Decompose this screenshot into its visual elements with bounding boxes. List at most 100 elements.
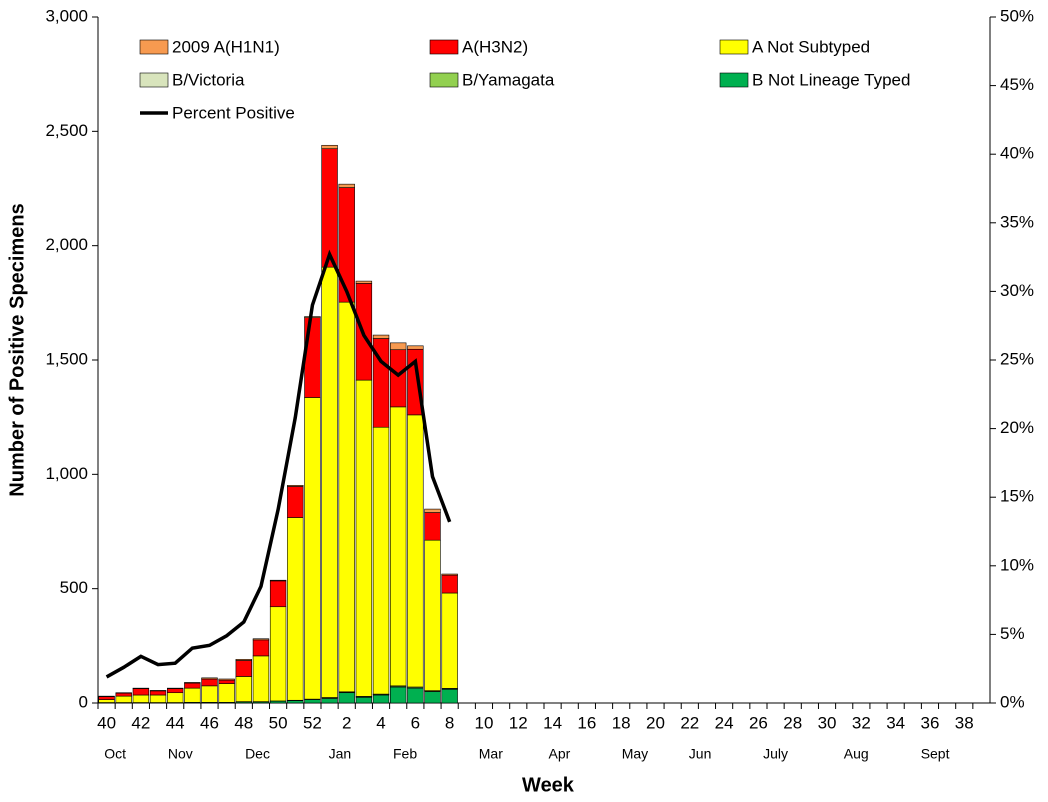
x-tick-label: 8 — [445, 713, 454, 732]
bar-segment — [322, 698, 338, 703]
x-tick-label: 30 — [818, 713, 837, 732]
legend-label: B Not Lineage Typed — [752, 70, 910, 89]
x-tick-label: 20 — [646, 713, 665, 732]
bar-segment — [407, 415, 423, 687]
month-label: Mar — [479, 746, 503, 762]
bar-segment — [339, 184, 355, 187]
y2-tick-label: 20% — [1000, 418, 1034, 437]
bar-segment — [236, 676, 252, 701]
bar-segment — [167, 693, 183, 703]
bar-segment — [305, 700, 321, 703]
x-tick-label: 46 — [200, 713, 219, 732]
legend-label: A Not Subtyped — [752, 37, 870, 56]
month-label: Apr — [549, 746, 571, 762]
bar-segment — [425, 540, 441, 690]
bar-segment — [425, 692, 441, 703]
y2-tick-label: 0% — [1000, 692, 1025, 711]
y2-tick-label: 40% — [1000, 144, 1034, 163]
bar-segment — [442, 575, 458, 593]
y-tick-label: 0 — [79, 692, 88, 711]
bar-segment — [390, 407, 406, 686]
month-label: July — [763, 746, 788, 762]
x-tick-label: 16 — [577, 713, 596, 732]
month-label: May — [622, 746, 648, 762]
bar-segment — [287, 701, 303, 703]
bar-segment — [305, 318, 321, 398]
bar-segment — [253, 656, 269, 702]
x-tick-label: 42 — [131, 713, 150, 732]
bar-segment — [270, 580, 286, 581]
bar-segment — [287, 486, 303, 517]
month-label: Oct — [104, 746, 126, 762]
bar-segment — [442, 593, 458, 688]
bar-segment — [253, 640, 269, 656]
y2-tick-label: 35% — [1000, 212, 1034, 231]
x-tick-label: 4 — [376, 713, 385, 732]
bar-segment — [390, 350, 406, 407]
bar-segment — [373, 695, 389, 703]
y-tick-label: 2,000 — [45, 235, 88, 254]
bar-segment — [339, 693, 355, 703]
bar-segment — [442, 574, 458, 575]
bar-segment — [236, 659, 252, 660]
y-tick-label: 3,000 — [45, 6, 88, 25]
bar-segment — [356, 697, 372, 703]
bar-segment — [322, 149, 338, 267]
bar-segment — [322, 145, 338, 148]
bar-segment — [270, 607, 286, 701]
y2-tick-label: 30% — [1000, 281, 1034, 300]
bar-segment — [390, 687, 406, 703]
x-tick-label: 28 — [783, 713, 802, 732]
y-tick-label: 1,000 — [45, 464, 88, 483]
bar-segment — [184, 688, 200, 702]
x-tick-label: 18 — [612, 713, 631, 732]
y2-tick-label: 10% — [1000, 555, 1034, 574]
bar-segment — [167, 689, 183, 693]
bar-segment — [373, 335, 389, 338]
bar-segment — [99, 697, 115, 700]
y2-tick-label: 25% — [1000, 349, 1034, 368]
bar-segment — [305, 398, 321, 700]
legend-swatch — [140, 40, 168, 54]
bar-segment — [116, 693, 132, 696]
month-label: Nov — [168, 746, 193, 762]
legend-label: B/Yamagata — [462, 70, 555, 89]
legend-label: 2009 A(H1N1) — [172, 37, 280, 56]
bar-segment — [407, 688, 423, 703]
bar-segment — [287, 518, 303, 701]
x-tick-label: 36 — [921, 713, 940, 732]
y-axis-title: Number of Positive Specimens — [6, 203, 28, 496]
bar-segment — [356, 281, 372, 283]
bar-segment — [425, 513, 441, 541]
bar-segment — [356, 380, 372, 696]
x-tick-label: 22 — [680, 713, 699, 732]
x-tick-label: 50 — [269, 713, 288, 732]
legend-swatch — [430, 73, 458, 87]
legend-swatch — [720, 73, 748, 87]
x-axis-title: Week — [522, 774, 575, 796]
x-tick-label: 2 — [342, 713, 351, 732]
bar-segment — [133, 689, 149, 695]
bar-segment — [339, 302, 355, 692]
x-tick-label: 44 — [166, 713, 185, 732]
bar-segment — [184, 683, 200, 688]
y2-tick-label: 50% — [1000, 6, 1034, 25]
x-tick-label: 38 — [955, 713, 974, 732]
legend-label: Percent Positive — [172, 103, 295, 122]
x-tick-label: 48 — [234, 713, 253, 732]
y2-tick-label: 45% — [1000, 75, 1034, 94]
month-label: Jun — [689, 746, 712, 762]
bar-segment — [373, 427, 389, 694]
x-tick-label: 12 — [509, 713, 528, 732]
x-tick-label: 40 — [97, 713, 116, 732]
legend-swatch — [140, 73, 168, 87]
legend-label: B/Victoria — [172, 70, 245, 89]
bar-segment — [407, 346, 423, 349]
bar-segment — [425, 509, 441, 512]
y-tick-label: 500 — [60, 578, 88, 597]
x-tick-label: 32 — [852, 713, 871, 732]
bar-segment — [202, 678, 218, 679]
bar-segment — [322, 267, 338, 697]
y2-tick-label: 5% — [1000, 624, 1025, 643]
